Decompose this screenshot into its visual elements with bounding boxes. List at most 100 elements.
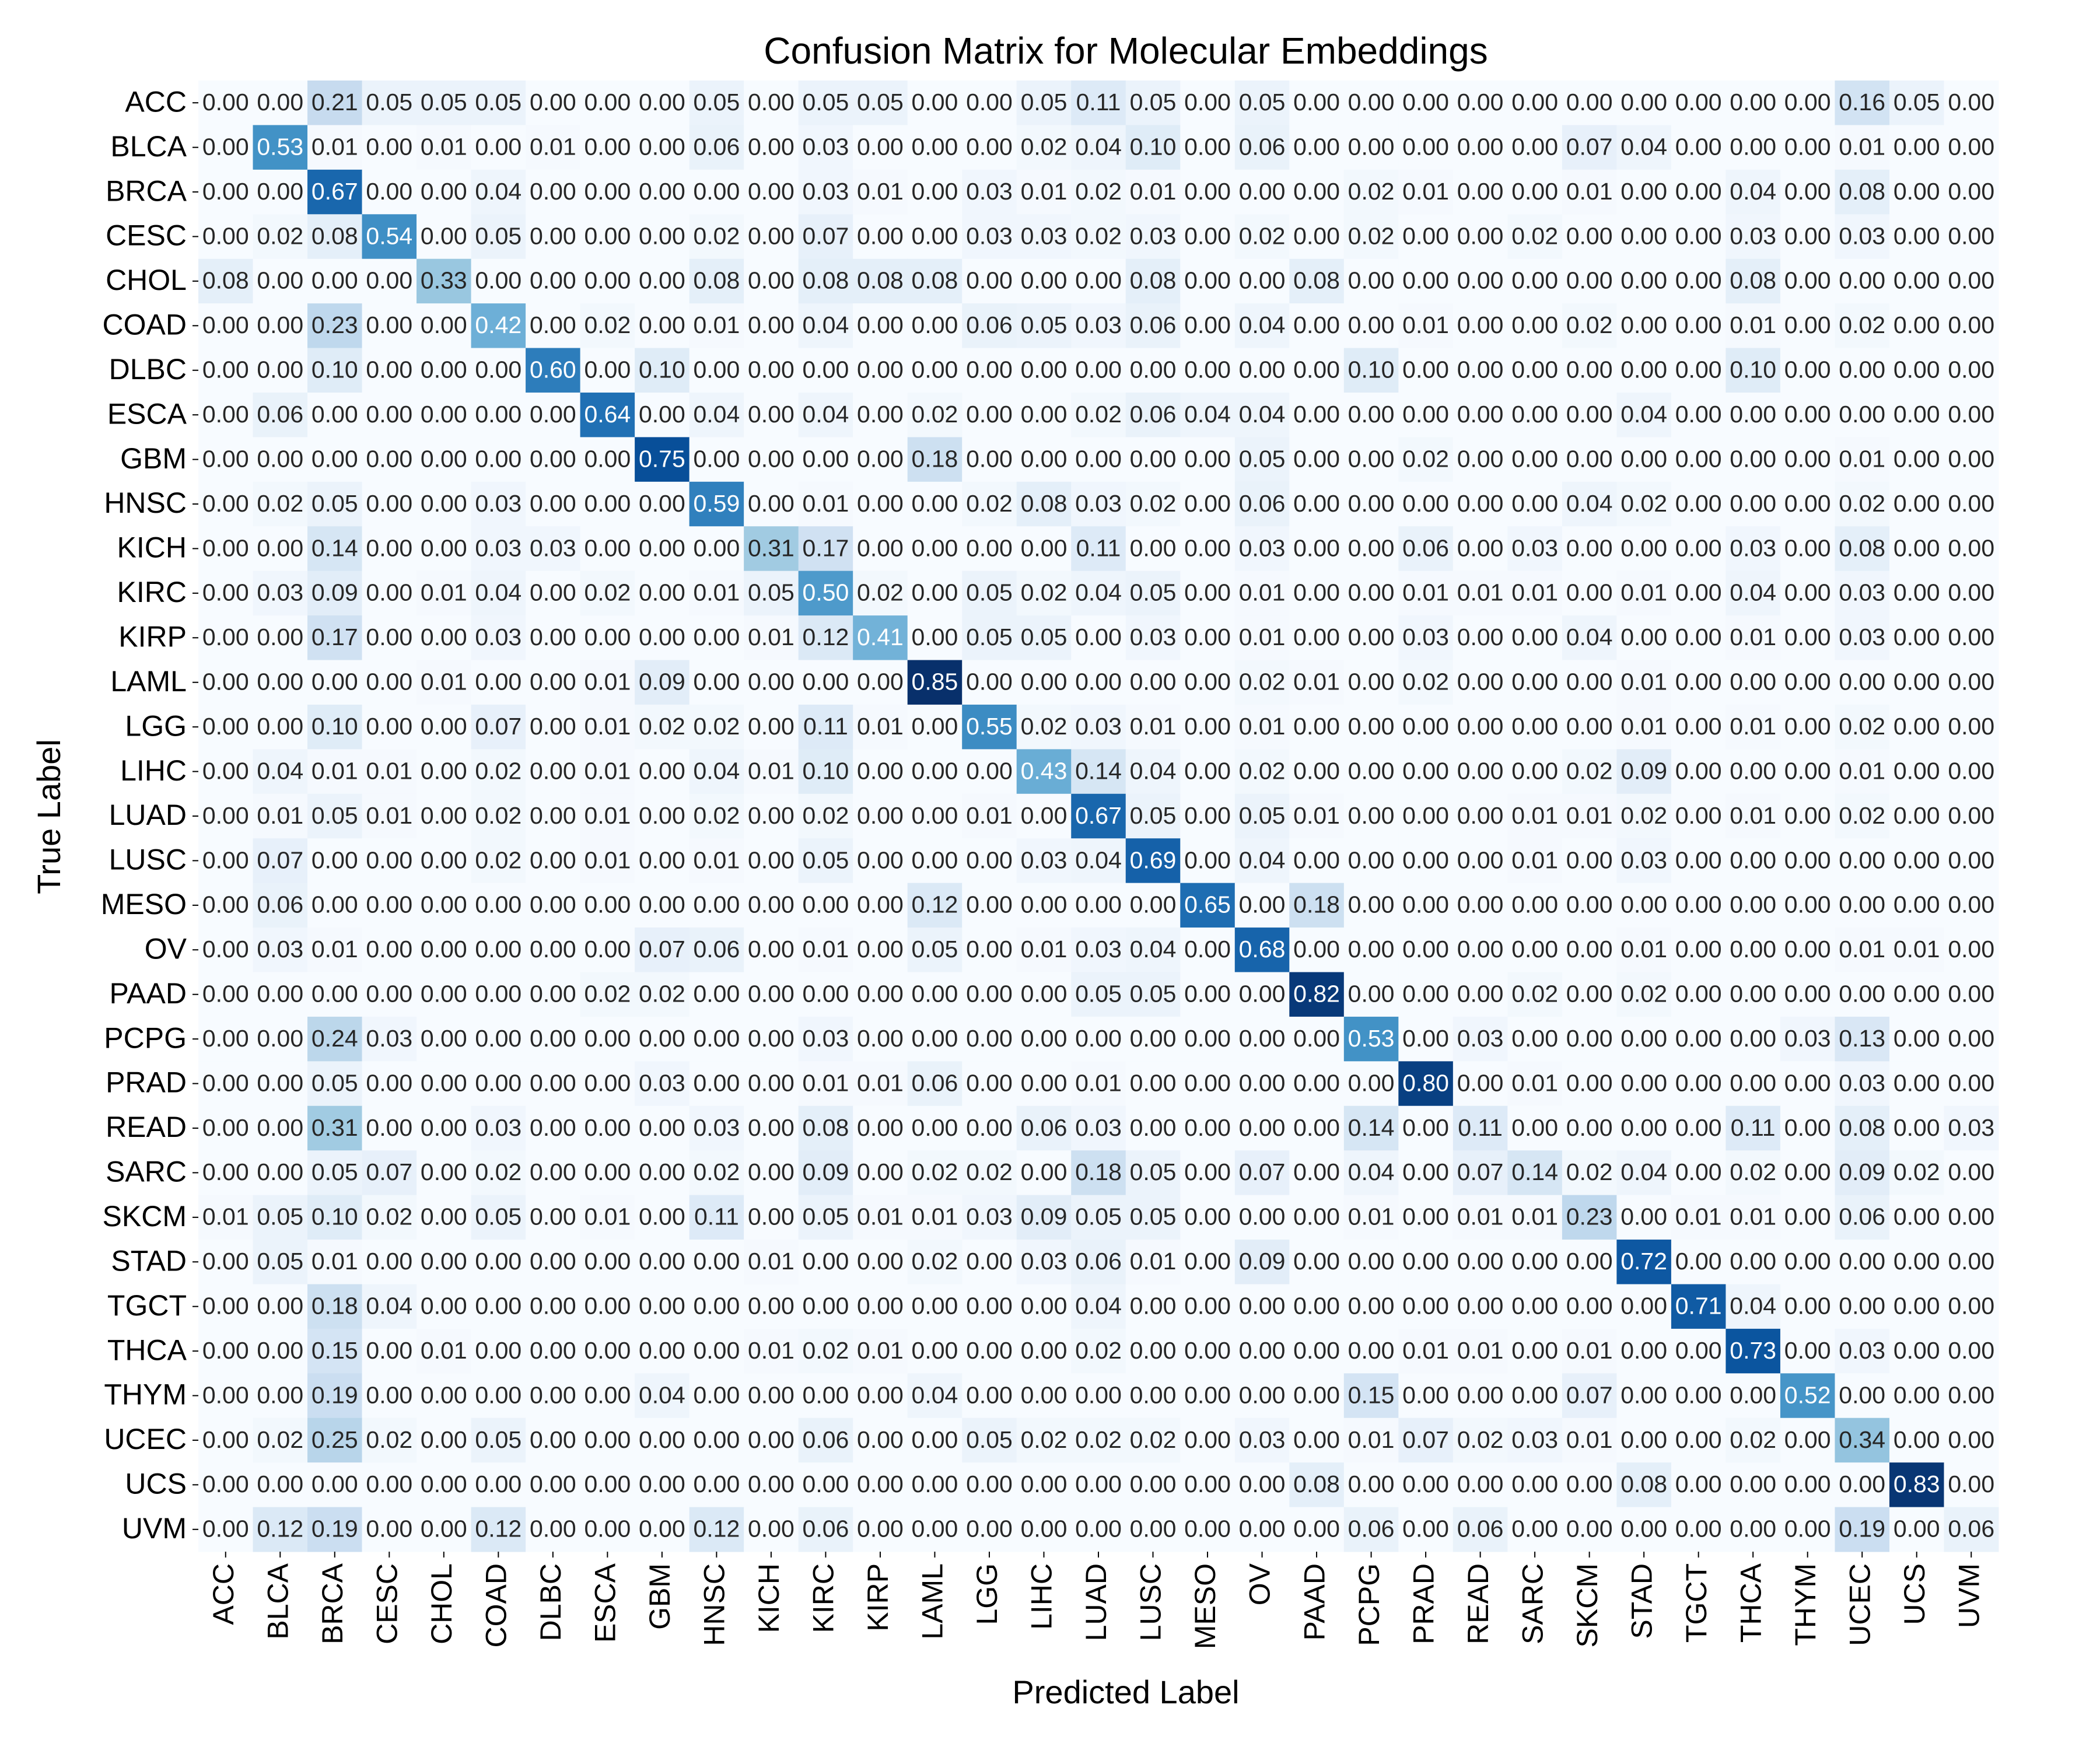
x-tick-label: BRCA	[316, 1563, 349, 1644]
heatmap-cell	[307, 1016, 363, 1062]
heatmap-cell	[1507, 303, 1563, 349]
cell-value-label: 0.14	[1348, 1114, 1395, 1141]
cell-value-label: 0.01	[803, 936, 849, 963]
cell-value-label: 0.00	[1021, 445, 1068, 472]
cell-value-label: 0.02	[257, 490, 303, 517]
heatmap-cell	[580, 526, 635, 572]
heatmap-cell	[471, 793, 526, 839]
heatmap-cell	[1398, 303, 1454, 349]
heatmap-cell	[798, 793, 853, 839]
cell-value-label: 0.00	[803, 1292, 849, 1319]
heatmap-cell	[1889, 749, 1944, 794]
heatmap-cell	[1562, 972, 1617, 1017]
heatmap-cell	[689, 481, 744, 527]
cell-value-label: 0.00	[1948, 89, 1994, 116]
cell-value-label: 0.00	[748, 846, 794, 873]
cell-value-label: 0.00	[1620, 178, 1667, 205]
cell-value-label: 0.03	[1511, 534, 1558, 561]
heatmap-cell	[1616, 1150, 1672, 1196]
cell-value-label: 0.00	[1184, 267, 1231, 294]
heatmap-cell	[526, 1016, 581, 1062]
heatmap-cell	[1180, 570, 1236, 616]
cell-value-label: 0.01	[421, 668, 467, 695]
cell-value-label: 0.04	[1130, 936, 1177, 963]
heatmap-cell	[853, 793, 908, 839]
heatmap-cell	[1289, 1061, 1345, 1107]
cell-value-label: 0.00	[530, 668, 576, 695]
heatmap-cell	[907, 1507, 963, 1552]
cell-value-label: 0.00	[1348, 1471, 1395, 1497]
cell-value-label: 0.00	[1184, 757, 1231, 784]
heatmap-cell	[1398, 526, 1454, 572]
heatmap-cell	[689, 1462, 744, 1508]
cell-value-label: 0.00	[1675, 267, 1722, 294]
cell-value-label: 0.00	[1457, 936, 1504, 963]
cell-value-label: 0.01	[857, 713, 904, 740]
heatmap-cell	[635, 704, 690, 750]
cell-value-label: 0.02	[966, 490, 1013, 517]
cell-value-label: 0.01	[857, 1337, 904, 1364]
heatmap-cell	[1616, 125, 1672, 170]
cell-value-label: 0.00	[1239, 1292, 1286, 1319]
cell-value-label: 0.00	[1839, 1248, 1885, 1275]
heatmap-cell	[471, 526, 526, 572]
heatmap-cell	[744, 1150, 799, 1196]
cell-value-label: 0.00	[748, 1292, 794, 1319]
cell-value-label: 0.00	[1948, 891, 1994, 918]
heatmap-cell	[798, 1240, 853, 1284]
cell-value-label: 0.00	[1675, 1158, 1722, 1185]
cell-value-label: 0.09	[1620, 757, 1667, 784]
heatmap-cell	[1234, 1240, 1290, 1284]
cell-value-label: 0.00	[1675, 936, 1722, 963]
heatmap-cell	[1234, 615, 1290, 661]
cell-value-label: 0.00	[1511, 89, 1558, 116]
cell-value-label: 0.00	[1348, 133, 1395, 160]
cell-value-label: 0.00	[584, 490, 631, 517]
cell-value-label: 0.00	[1239, 1069, 1286, 1096]
cell-value-label: 0.11	[803, 713, 848, 740]
heatmap-cell	[416, 793, 472, 839]
heatmap-cell	[853, 258, 908, 304]
cell-value-label: 0.01	[1511, 846, 1558, 873]
cell-value-label: 0.02	[1075, 178, 1122, 205]
heatmap-cell	[1889, 169, 1944, 215]
cell-value-label: 0.00	[475, 356, 522, 383]
heatmap-cell	[307, 1373, 363, 1419]
cell-value-label: 0.00	[1348, 579, 1395, 606]
cell-value-label: 0.00	[257, 534, 303, 561]
cell-value-label: 0.00	[1894, 534, 1940, 561]
cell-value-label: 0.65	[1184, 891, 1231, 918]
cell-value-label: 0.02	[1402, 445, 1449, 472]
cell-value-label: 0.00	[421, 1516, 467, 1542]
heatmap-cell	[689, 838, 744, 884]
heatmap-cell	[744, 838, 799, 884]
heatmap-cell	[1234, 526, 1290, 572]
cell-value-label: 0.06	[1130, 401, 1177, 428]
heatmap-cell	[1671, 1016, 1726, 1062]
cell-value-label: 0.00	[966, 133, 1013, 160]
cell-value-label: 0.00	[1675, 1516, 1722, 1542]
cell-value-label: 0.04	[1730, 178, 1776, 205]
cell-value-label: 0.01	[1130, 1248, 1177, 1275]
cell-value-label: 0.00	[1784, 1114, 1831, 1141]
heatmap-cell	[1835, 125, 1890, 170]
cell-value-label: 0.00	[1948, 1292, 1994, 1319]
heatmap-cell	[1071, 258, 1126, 304]
heatmap-cell	[853, 615, 908, 661]
cell-value-label: 0.00	[530, 757, 576, 784]
heatmap-cell	[1071, 1328, 1126, 1374]
cell-value-label: 0.24	[312, 1025, 358, 1052]
cell-value-label: 0.00	[639, 178, 685, 205]
cell-value-label: 0.02	[857, 579, 904, 606]
heatmap-cell	[1016, 793, 1072, 839]
heatmap-cell	[362, 481, 417, 527]
y-tick-label: LGG	[125, 709, 187, 742]
heatmap-cell	[853, 1016, 908, 1062]
cell-value-label: 0.00	[1675, 846, 1722, 873]
cell-value-label: 0.00	[584, 1516, 631, 1542]
cell-value-label: 0.00	[912, 312, 958, 338]
heatmap-cell	[1125, 258, 1181, 304]
cell-value-label: 0.00	[1784, 133, 1831, 160]
heatmap-cell	[689, 348, 744, 393]
cell-value-label: 0.00	[1348, 1337, 1395, 1364]
